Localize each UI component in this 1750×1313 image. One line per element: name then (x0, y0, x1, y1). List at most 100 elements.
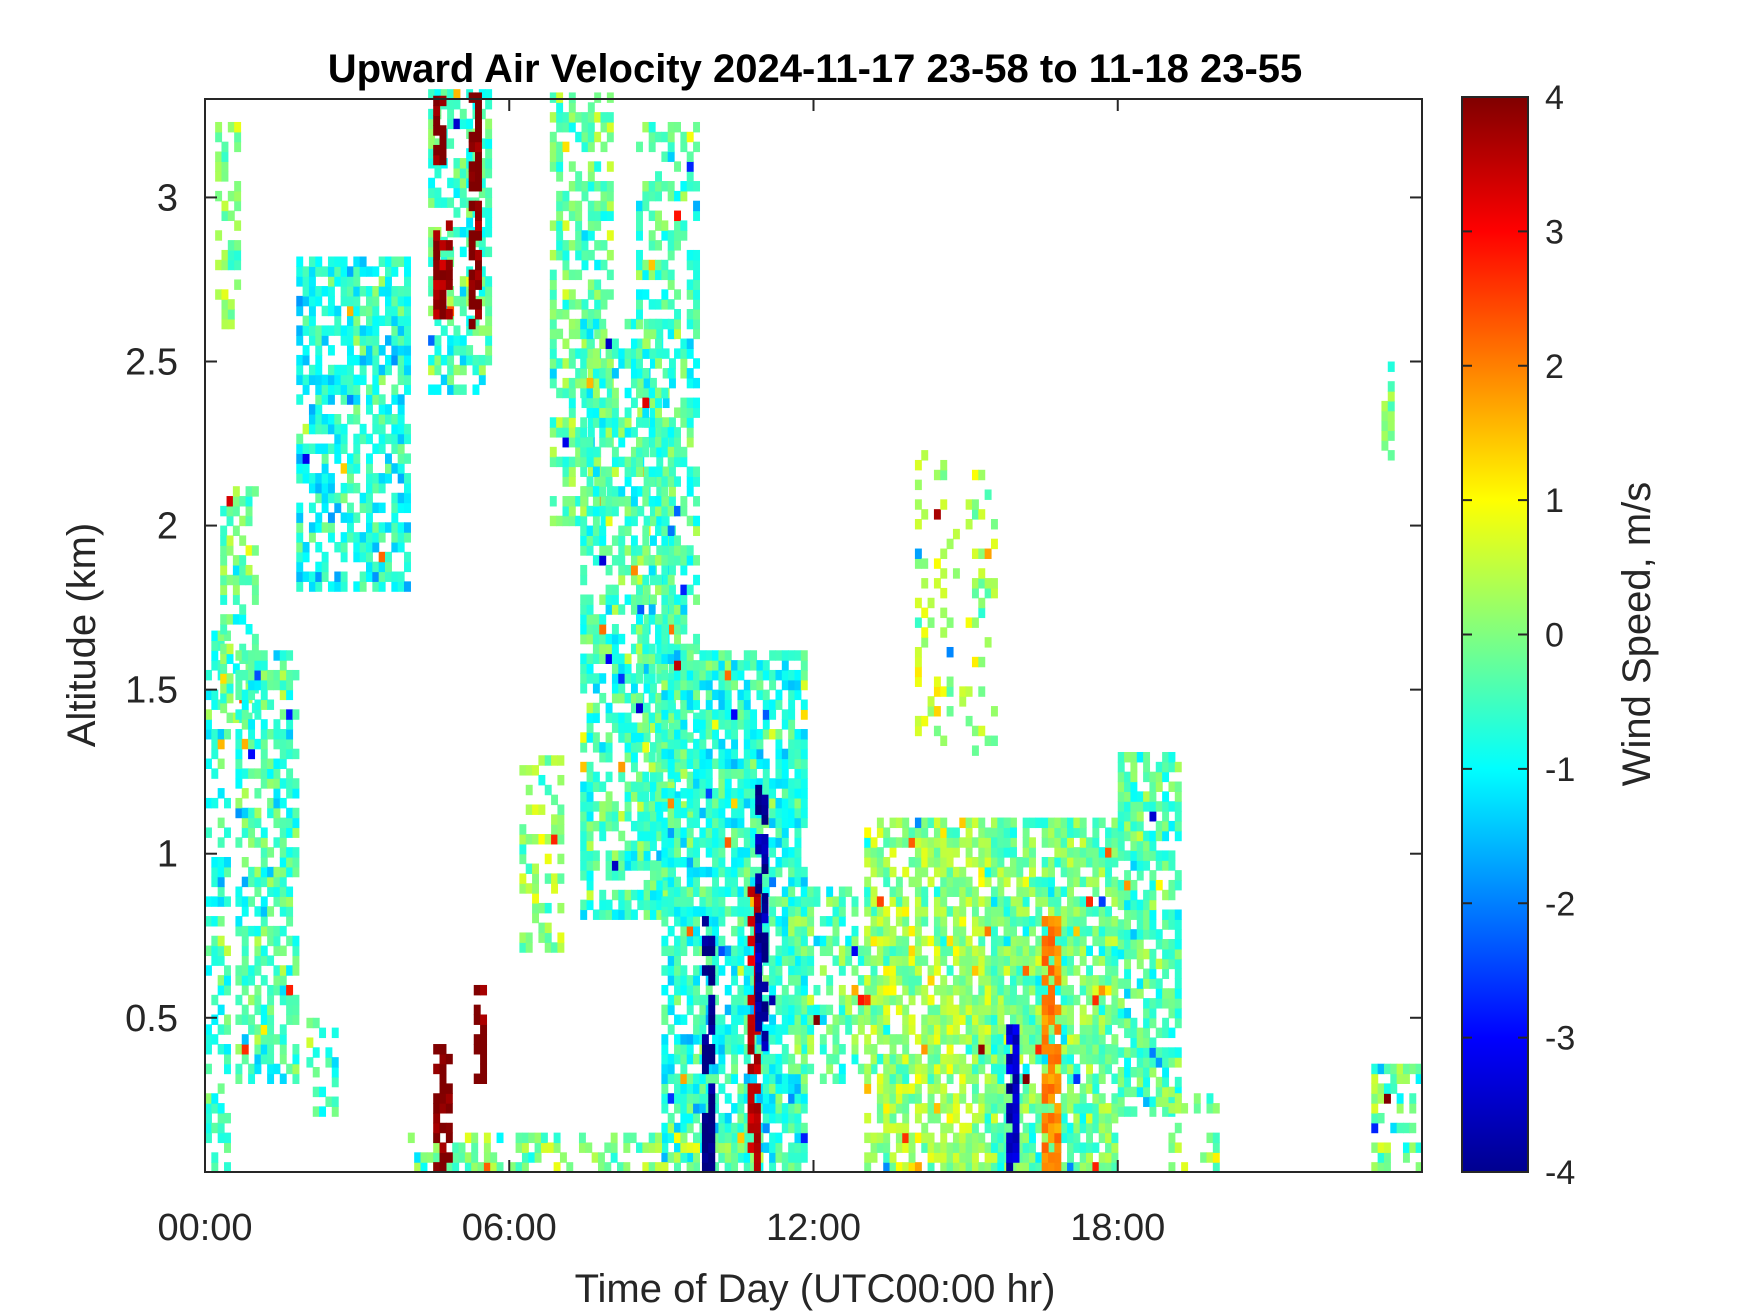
heatmap-cell (965, 1162, 973, 1173)
heatmap-cell (649, 771, 657, 783)
heatmap-cell (693, 289, 701, 300)
heatmap-cell (718, 719, 726, 730)
heatmap-cell (1073, 866, 1081, 878)
heatmap-cell (718, 916, 726, 927)
heatmap-cell (397, 364, 405, 376)
heatmap-cell (762, 1073, 770, 1084)
heatmap-cell (895, 896, 903, 907)
heatmap-cell (648, 614, 656, 625)
heatmap-cell (883, 975, 891, 986)
heatmap-cell (453, 177, 461, 189)
heatmap-cell (321, 453, 329, 464)
heatmap-cell (889, 955, 897, 966)
heatmap-cell (1098, 1034, 1106, 1045)
heatmap-cell (575, 318, 583, 330)
heatmap-cell (453, 118, 461, 130)
heatmap-cell (667, 738, 675, 750)
heatmap-cell (636, 673, 643, 684)
heatmap-cell (642, 525, 650, 537)
heatmap-cell (1029, 876, 1036, 888)
heatmap-cell (940, 686, 948, 697)
heatmap-cell (655, 574, 662, 586)
heatmap-cell (618, 909, 626, 920)
heatmap-cell (889, 837, 897, 848)
heatmap-cell (327, 384, 335, 395)
heatmap-cell (611, 712, 619, 724)
heatmap-cell (762, 1093, 770, 1104)
heatmap-cell (478, 158, 486, 169)
heatmap-cell (718, 1063, 726, 1075)
heatmap-cell (1060, 945, 1068, 957)
heatmap-cell (1079, 1014, 1087, 1025)
heatmap-cell (1092, 925, 1100, 937)
heatmap-cell (902, 1142, 910, 1153)
heatmap-cell (667, 788, 675, 799)
heatmap-cell (984, 856, 992, 868)
heatmap-cell (239, 614, 247, 625)
heatmap-cell (637, 830, 645, 842)
heatmap-cell (321, 571, 329, 582)
heatmap-cell (1060, 1004, 1068, 1016)
heatmap-cell (693, 778, 701, 789)
heatmap-cell (971, 1034, 979, 1045)
heatmap-cell (397, 443, 405, 454)
heatmap-cell (940, 827, 948, 838)
heatmap-cell (699, 807, 707, 819)
heatmap-cell (731, 729, 739, 740)
heatmap-cell (315, 286, 323, 297)
heatmap-cell (781, 797, 789, 809)
heatmap-cell (876, 1014, 884, 1025)
heatmap-cell (478, 226, 486, 238)
heatmap-cell (624, 712, 632, 724)
heatmap-cell (838, 955, 846, 966)
heatmap-cell (378, 571, 386, 582)
heatmap-cell (643, 811, 651, 822)
heatmap-cell (385, 433, 392, 445)
heatmap-cell (346, 522, 354, 533)
heatmap-cell (921, 1034, 929, 1045)
heatmap-cell (586, 811, 594, 822)
heatmap-cell (661, 1152, 669, 1163)
heatmap-cell (794, 1024, 802, 1035)
heatmap-cell (580, 830, 588, 842)
heatmap-cell (800, 1152, 808, 1163)
heatmap-cell (1149, 811, 1157, 822)
heatmap-cell (385, 561, 392, 573)
heatmap-cell (334, 433, 342, 445)
heatmap-cell (1067, 1063, 1074, 1075)
heatmap-cell (273, 679, 281, 691)
heatmap-cell (549, 348, 557, 359)
heatmap-cell (549, 338, 557, 349)
heatmap-cell (366, 295, 373, 307)
heatmap-cell (724, 699, 732, 710)
heatmap-cell (636, 436, 643, 448)
heatmap-cell (580, 436, 588, 448)
heatmap-cell (680, 650, 688, 661)
heatmap-cell (624, 840, 632, 852)
heatmap-cell (667, 896, 675, 907)
heatmap-cell (838, 945, 846, 957)
heatmap-cell (334, 315, 342, 327)
heatmap-cell (273, 768, 281, 779)
heatmap-cell (1155, 988, 1163, 999)
heatmap-cell (781, 1122, 789, 1134)
heatmap-cell (870, 1024, 878, 1035)
heatmap-cell (391, 345, 399, 356)
heatmap-cell (404, 522, 411, 533)
heatmap-cell (978, 817, 986, 829)
heatmap-cell (618, 564, 626, 576)
heatmap-cell (279, 797, 287, 809)
heatmap-cell (378, 423, 386, 435)
heatmap-cell (908, 975, 916, 986)
heatmap-cell (217, 729, 225, 740)
heatmap-cell (927, 1073, 935, 1084)
heatmap-cell (239, 515, 247, 527)
heatmap-cell (889, 847, 897, 858)
heatmap-cell (581, 131, 589, 143)
heatmap-cell (750, 778, 758, 789)
heatmap-cell (832, 1034, 840, 1045)
heatmap-cell (234, 240, 242, 251)
heatmap-cell (788, 1142, 796, 1153)
heatmap-cell (1067, 916, 1074, 927)
heatmap-cell (674, 945, 681, 957)
